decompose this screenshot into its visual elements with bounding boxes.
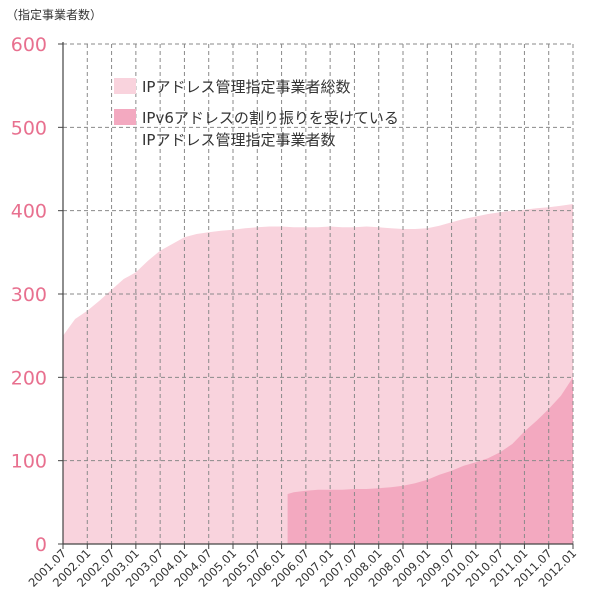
- x-tick-labels: 2001.072002.012002.072003.012003.072004.…: [26, 546, 580, 590]
- series-layer: [63, 204, 573, 544]
- y-tick-label: 200: [11, 367, 47, 389]
- y-tick-label: 100: [11, 451, 47, 473]
- series-area-1: [287, 377, 573, 544]
- legend-label-ipv6-line1: IPv6アドレスの割り振りを受けている: [142, 109, 399, 127]
- y-tick-labels: 0 100 200 300 400 500 600: [11, 34, 47, 556]
- legend-swatch-total: [114, 78, 136, 94]
- axes: [58, 42, 574, 549]
- legend-label-ipv6-line2: IPアドレス管理指定事業者数: [142, 131, 336, 149]
- y-tick-label: 500: [11, 117, 47, 139]
- y-tick-label: 600: [11, 34, 47, 56]
- legend: IPアドレス管理指定事業者総数 IPv6アドレスの割り振りを受けている IPアド…: [114, 76, 399, 160]
- legend-swatch-ipv6: [114, 109, 136, 125]
- series-area-0: [63, 204, 573, 544]
- legend-item-total: IPアドレス管理指定事業者総数: [114, 76, 399, 98]
- y-tick-label: 400: [11, 201, 47, 223]
- y-tick-label: 300: [11, 284, 47, 306]
- y-axis-unit-label: （指定事業者数）: [6, 8, 103, 22]
- y-tick-label: 0: [35, 534, 47, 556]
- legend-item-ipv6: IPv6アドレスの割り振りを受けている IPアドレス管理指定事業者数: [114, 107, 399, 151]
- grid: [63, 43, 574, 544]
- legend-label-total: IPアドレス管理指定事業者総数: [142, 78, 351, 96]
